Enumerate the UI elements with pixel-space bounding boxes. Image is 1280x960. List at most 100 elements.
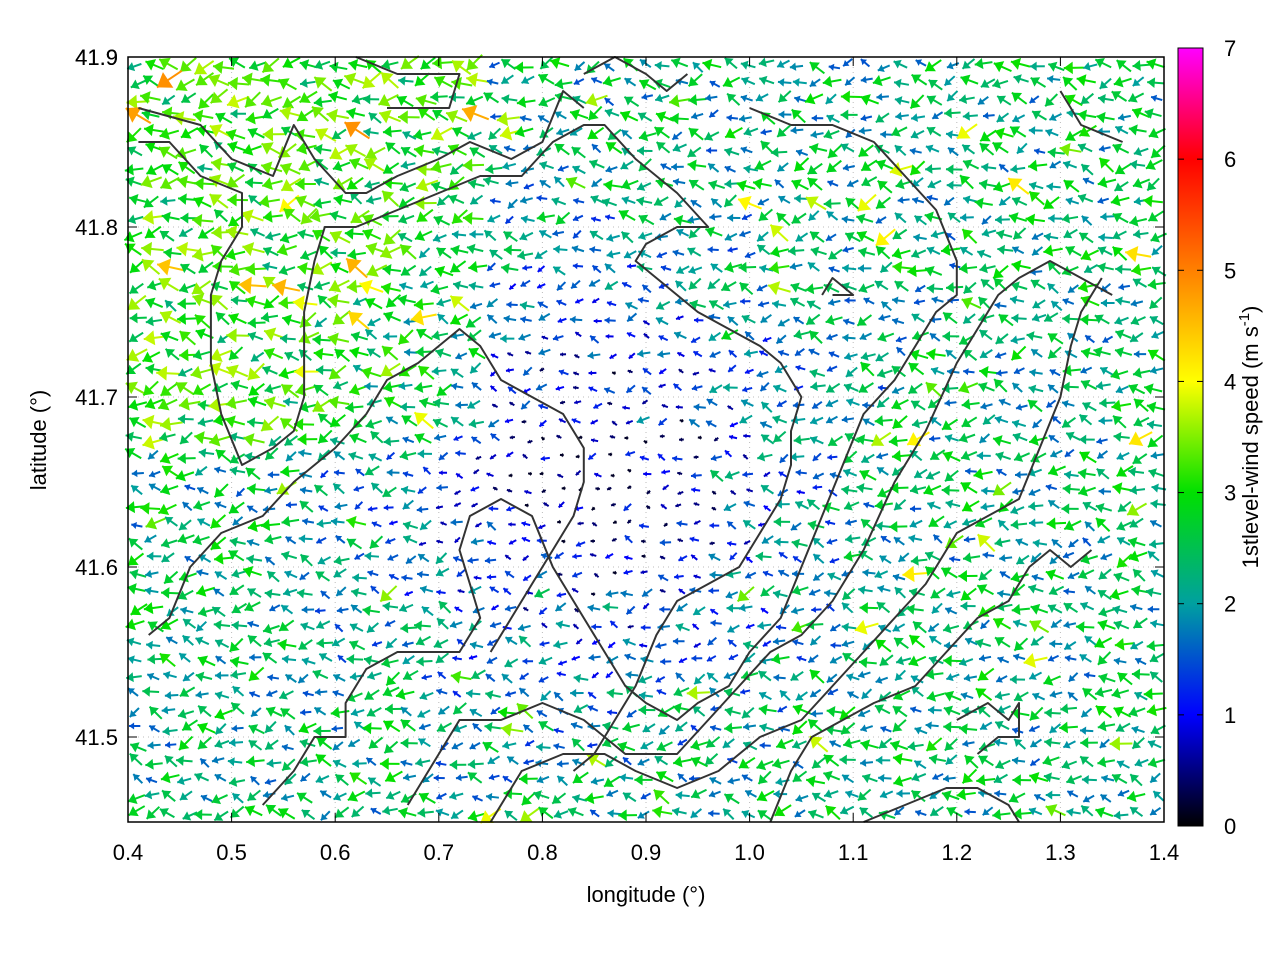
wind-arrow (844, 232, 861, 243)
wind-arrow (623, 77, 637, 87)
wind-arrow (573, 78, 585, 86)
wind-arrow (245, 262, 267, 276)
wind-arrow (724, 127, 743, 139)
wind-arrow (328, 279, 350, 293)
wind-arrow (418, 247, 431, 259)
wind-arrow (413, 298, 434, 311)
wind-arrow (842, 333, 856, 342)
wind-arrow (1044, 93, 1059, 107)
wind-arrow (793, 95, 807, 103)
wind-arrow (363, 127, 379, 138)
wind-arrow (1043, 196, 1060, 210)
wind-arrow (641, 93, 654, 101)
wind-arrow (295, 177, 316, 191)
wind-arrow (1031, 246, 1044, 257)
wind-arrow (910, 130, 925, 139)
wind-arrow (637, 296, 649, 304)
wind-arrow (880, 130, 893, 139)
wind-arrow (557, 317, 567, 324)
wind-arrow (415, 177, 439, 192)
wind-arrow (1080, 163, 1094, 176)
wind-arrow (707, 278, 721, 290)
wind-arrow (727, 246, 738, 253)
wind-arrow (158, 57, 179, 71)
wind-arrow (1063, 228, 1078, 239)
wind-arrow (435, 247, 452, 259)
wind-arrow (177, 161, 196, 175)
wind-arrow (604, 97, 615, 107)
wind-arrow (329, 61, 348, 73)
wind-arrow (1047, 346, 1062, 360)
wind-arrow (300, 207, 318, 225)
wind-arrow (687, 73, 703, 87)
colorbar-tick-label: 4 (1224, 369, 1236, 394)
x-tick-label: 1.2 (942, 840, 973, 865)
wind-arrow (1148, 296, 1163, 310)
wind-arrow (557, 165, 569, 172)
wind-arrow (539, 179, 552, 189)
wind-arrow (1011, 259, 1031, 272)
wind-arrow (1031, 313, 1047, 322)
wind-arrow (585, 92, 608, 107)
wind-arrow (791, 212, 807, 225)
wind-arrow (892, 228, 908, 240)
wind-arrow (486, 262, 496, 272)
wind-arrow (706, 147, 718, 154)
wind-arrow (298, 159, 319, 172)
wind-arrow (1082, 177, 1095, 185)
wind-arrow (193, 196, 212, 208)
wind-arrow (845, 197, 861, 211)
wind-arrow (208, 174, 231, 188)
wind-arrow (909, 94, 925, 110)
wind-arrow (1063, 179, 1080, 193)
wind-arrow (879, 261, 893, 274)
wind-arrow (175, 78, 195, 91)
wind-arrow (1100, 298, 1115, 308)
wind-arrow (1125, 246, 1152, 263)
wind-arrow (1114, 163, 1132, 175)
wind-arrow (1031, 110, 1047, 121)
wind-arrow (777, 90, 792, 103)
wind-arrow (452, 280, 469, 291)
wind-arrow (245, 295, 266, 308)
wind-arrow (125, 107, 152, 124)
wind-arrow (924, 59, 942, 72)
wind-arrow (726, 92, 741, 106)
wind-arrow (620, 129, 633, 140)
wind-arrow (517, 250, 534, 261)
wind-arrow (328, 90, 348, 103)
wind-arrow (572, 214, 584, 222)
wind-arrow (396, 95, 414, 108)
wind-arrow (809, 78, 821, 88)
wind-arrow (1030, 279, 1046, 290)
wind-arrow (736, 179, 756, 192)
colorbar-tick-label: 6 (1224, 147, 1236, 172)
wind-arrow (314, 317, 328, 328)
wind-arrow (158, 146, 178, 160)
wind-arrow (841, 282, 857, 292)
wind-arrow (910, 113, 926, 123)
wind-arrow (180, 127, 199, 139)
wind-arrow (1061, 213, 1079, 224)
wind-arrow (1031, 232, 1044, 241)
wind-arrow (344, 143, 366, 158)
wind-arrow (192, 349, 211, 360)
wind-arrow (556, 127, 570, 136)
wind-arrow (637, 349, 651, 358)
wind-arrow (909, 147, 922, 155)
wind-arrow (554, 78, 573, 90)
wind-arrow (1115, 329, 1132, 340)
wind-arrow (760, 128, 772, 136)
wind-arrow (332, 176, 353, 190)
wind-arrow (688, 277, 702, 291)
wind-arrow (299, 311, 317, 329)
wind-arrow (565, 176, 586, 189)
wind-arrow (978, 329, 993, 341)
wind-arrow (398, 110, 420, 125)
wind-arrow (413, 128, 432, 141)
wind-arrow (346, 176, 364, 191)
wind-arrow (856, 230, 875, 242)
wind-arrow (465, 316, 482, 329)
wind-arrow (178, 227, 194, 238)
wind-arrow (962, 313, 976, 325)
